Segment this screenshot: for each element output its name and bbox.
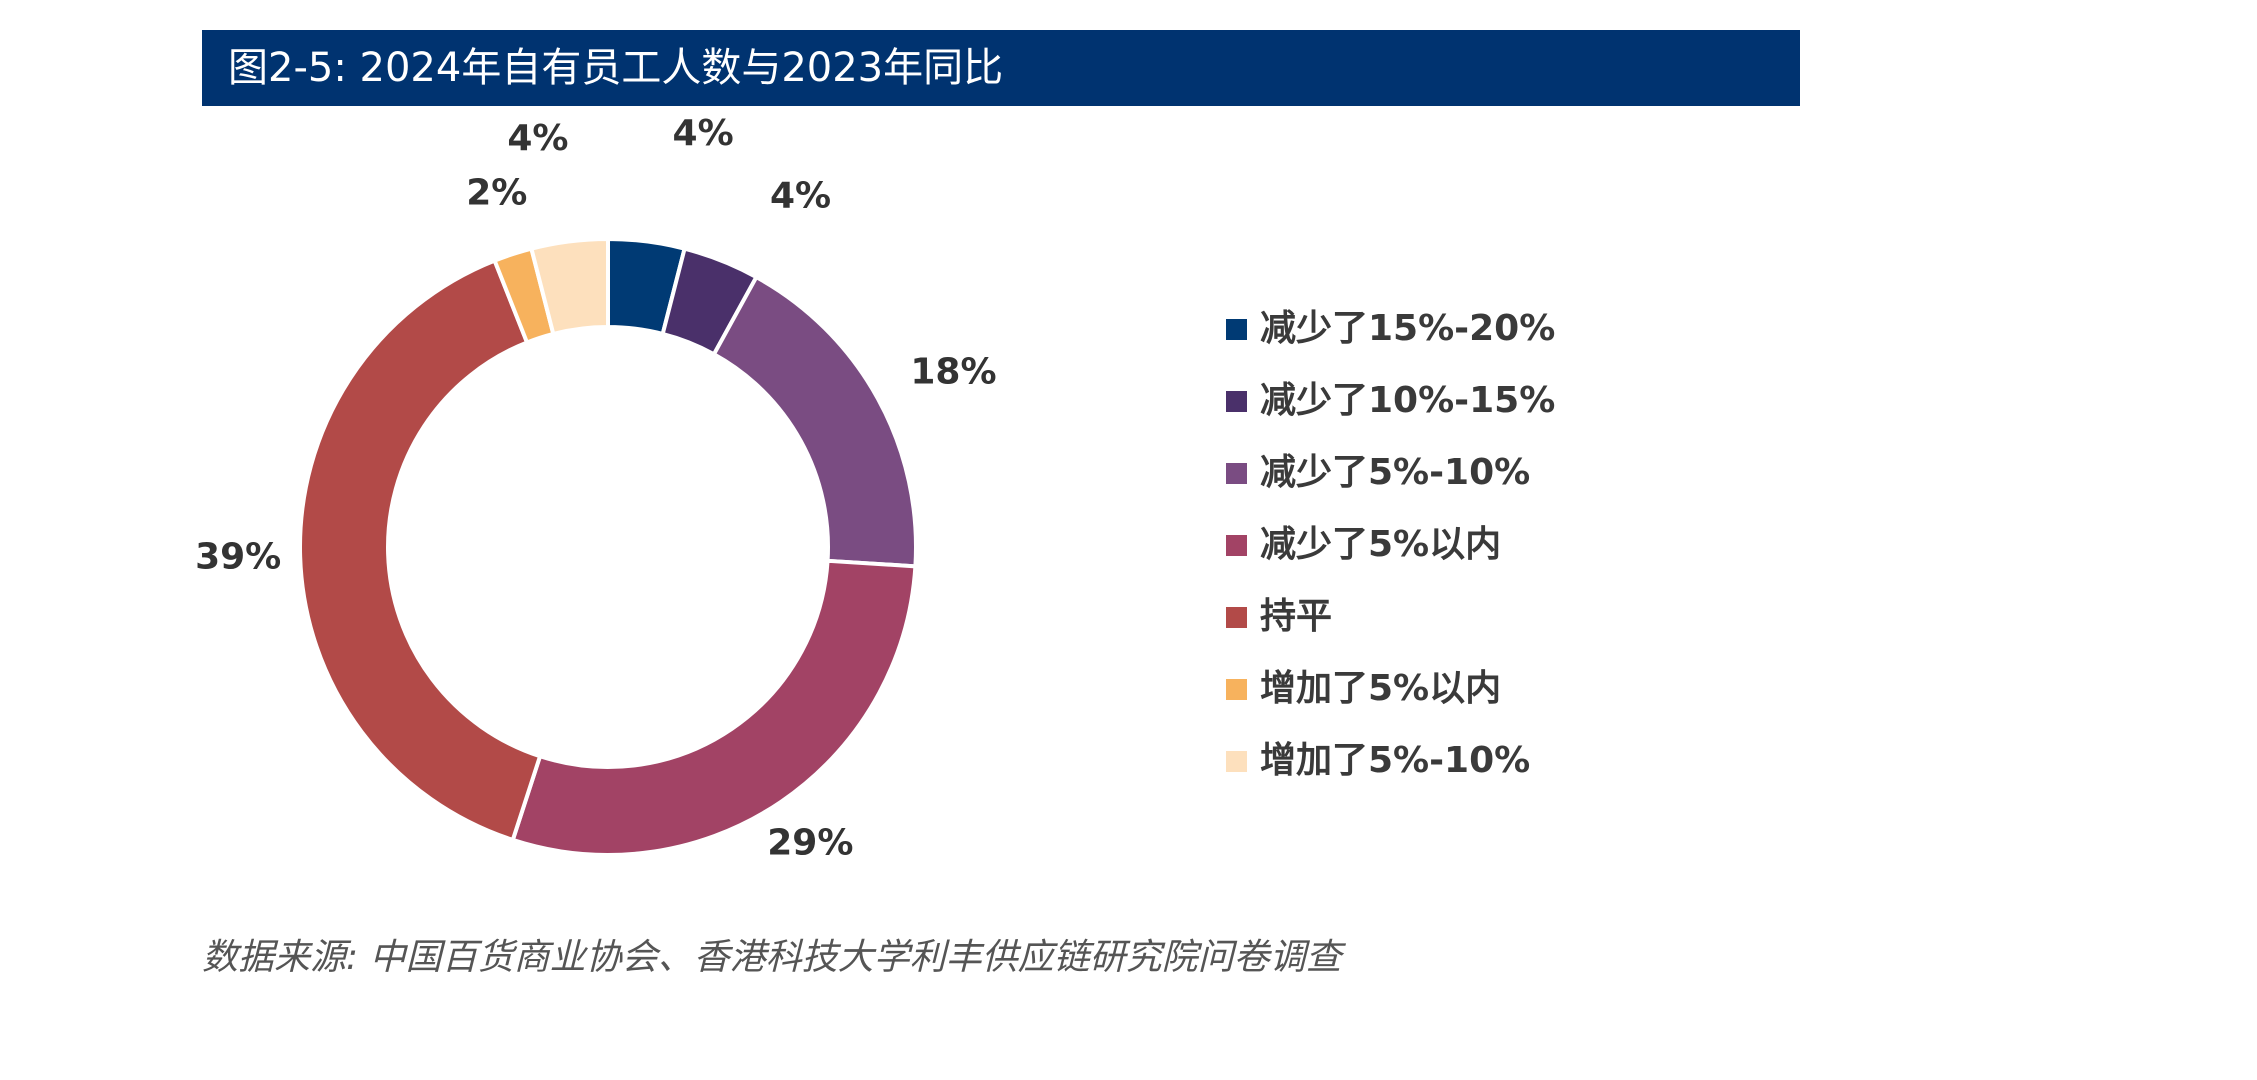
source-note: 数据来源: 中国百货商业协会、香港科技大学利丰供应链研究院问卷调查 xyxy=(202,937,1342,978)
slice-data-label: 18% xyxy=(910,352,996,393)
donut-slice xyxy=(298,258,543,843)
slice-data-label: 4% xyxy=(673,113,734,154)
legend-label: 减少了10%-15% xyxy=(1260,380,1556,421)
legend-label: 减少了5%以内 xyxy=(1260,524,1502,565)
legend-swatch xyxy=(1226,679,1247,700)
slice-data-label: 39% xyxy=(195,536,281,577)
legend-swatch xyxy=(1226,463,1247,484)
legend-swatch xyxy=(1226,391,1247,412)
legend-swatch xyxy=(1226,319,1247,340)
slice-data-label: 2% xyxy=(466,173,527,214)
chart-title: 图2-5: 2024年自有员工人数与2023年同比 xyxy=(228,45,1004,91)
slice-data-label: 29% xyxy=(767,823,853,864)
legend-swatch xyxy=(1226,535,1247,556)
legend-label: 减少了5%-10% xyxy=(1260,452,1531,493)
legend-label: 增加了5%以内 xyxy=(1260,668,1502,709)
legend-swatch xyxy=(1226,607,1247,628)
legend-label: 增加了5%-10% xyxy=(1260,740,1531,781)
donut-slice xyxy=(528,236,610,337)
donut-slice xyxy=(711,274,918,569)
legend-label: 减少了15%-20% xyxy=(1260,308,1556,349)
donut-slice xyxy=(510,558,918,857)
slice-data-label: 4% xyxy=(507,118,568,159)
slice-data-label: 4% xyxy=(770,175,831,216)
legend-label: 持平 xyxy=(1260,596,1333,637)
legend-swatch xyxy=(1226,751,1247,772)
chart-title-bar: 图2-5: 2024年自有员工人数与2023年同比 xyxy=(202,30,1800,106)
